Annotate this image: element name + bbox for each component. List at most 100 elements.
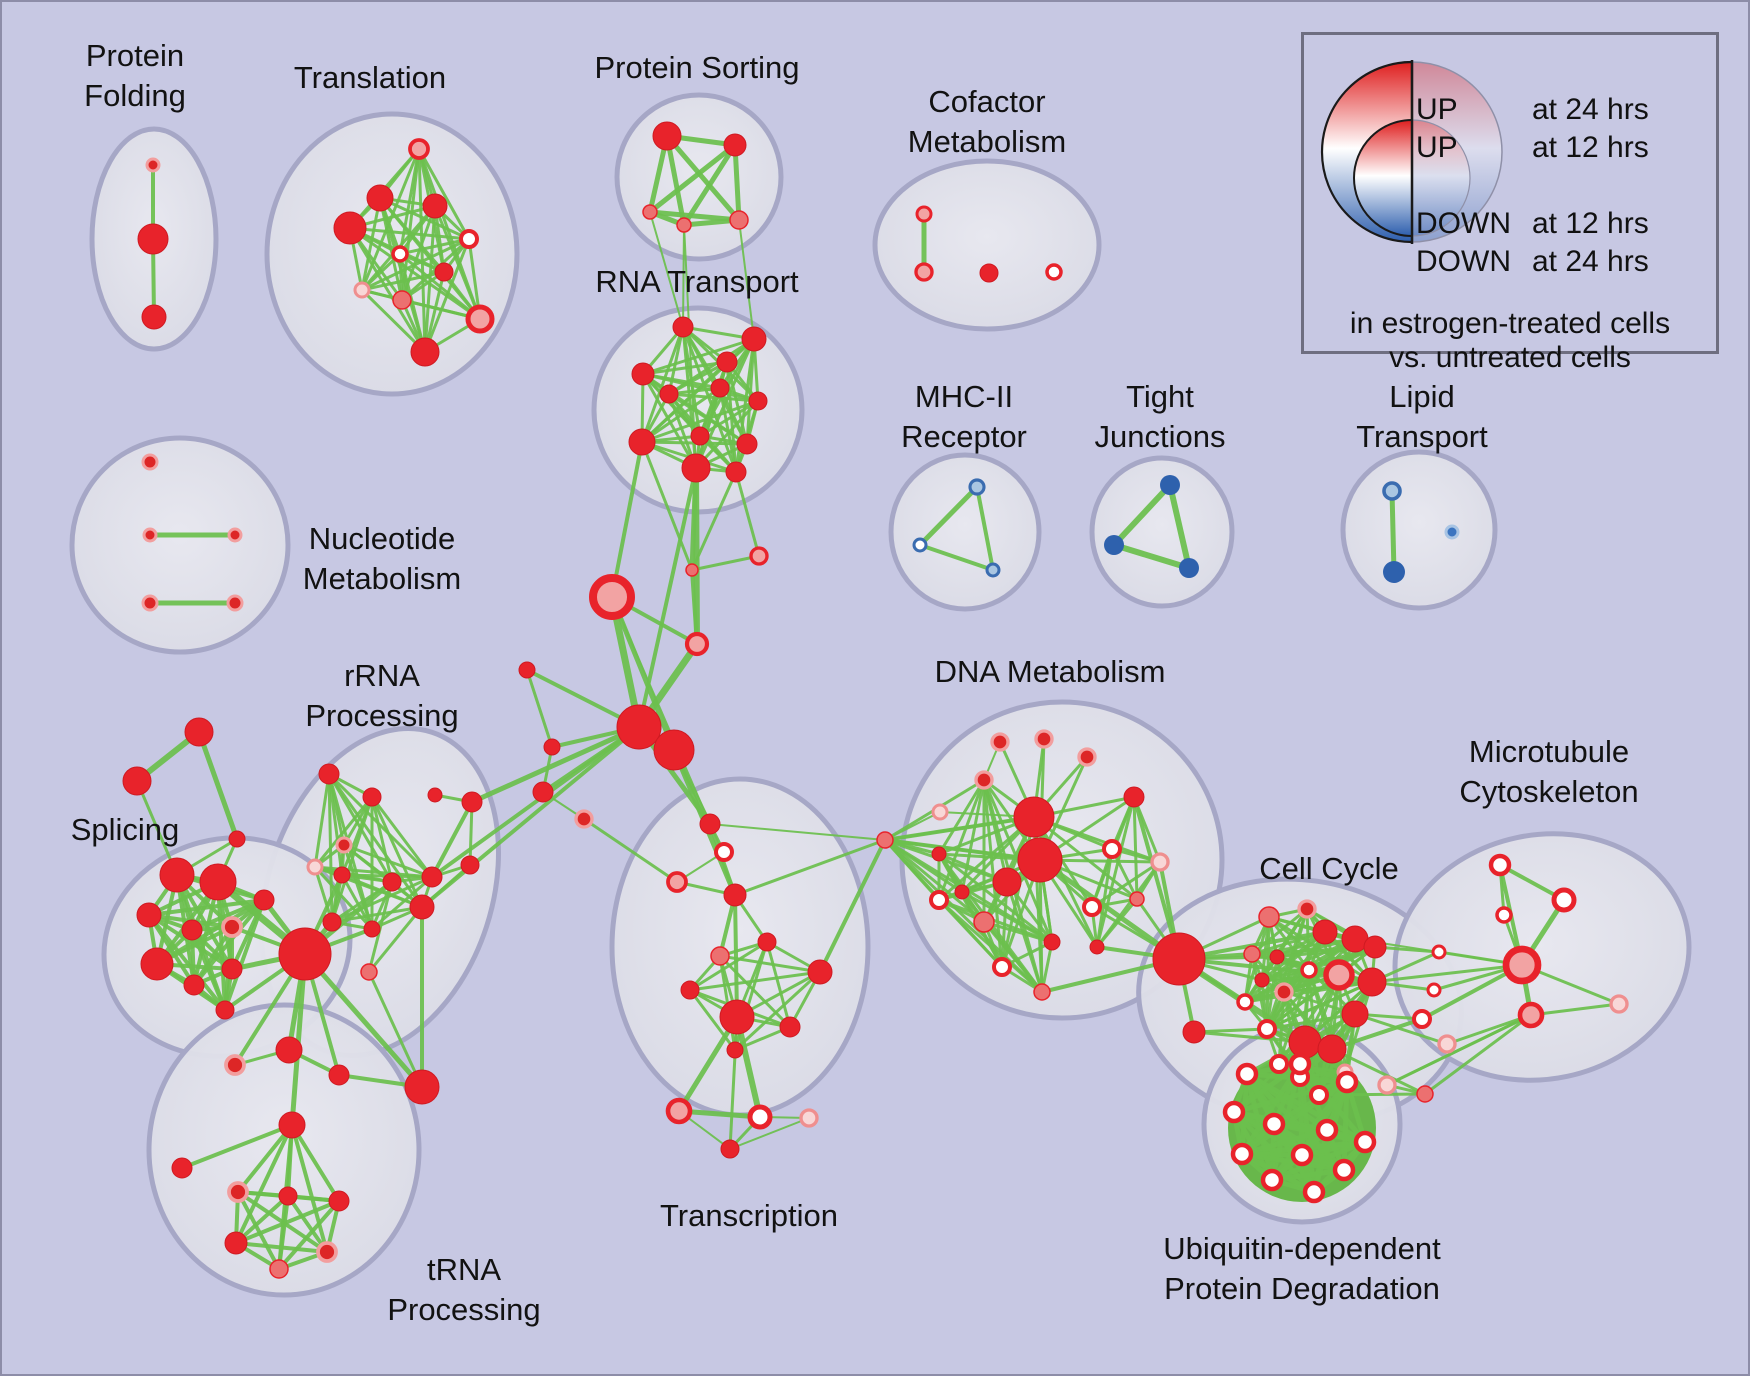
network-node[interactable]: [1341, 1000, 1369, 1028]
network-node[interactable]: [1129, 891, 1145, 907]
network-node[interactable]: [710, 378, 730, 398]
network-node[interactable]: [353, 281, 371, 299]
network-node[interactable]: [631, 362, 655, 386]
network-node[interactable]: [382, 872, 402, 892]
network-node[interactable]: [227, 1181, 249, 1203]
network-node[interactable]: [1033, 983, 1051, 1001]
network-node[interactable]: [363, 920, 381, 938]
network-node[interactable]: [666, 871, 688, 893]
network-node[interactable]: [992, 957, 1012, 977]
network-node[interactable]: [1317, 1034, 1347, 1064]
network-node[interactable]: [1323, 959, 1355, 991]
network-node[interactable]: [278, 927, 332, 981]
network-node[interactable]: [729, 210, 749, 230]
network-node[interactable]: [221, 916, 243, 938]
network-node[interactable]: [1257, 1019, 1277, 1039]
network-node[interactable]: [362, 787, 382, 807]
network-node[interactable]: [543, 738, 561, 756]
network-node[interactable]: [616, 704, 662, 750]
network-node[interactable]: [1123, 786, 1145, 808]
network-node[interactable]: [749, 546, 769, 566]
network-node[interactable]: [1332, 1158, 1356, 1182]
network-node[interactable]: [723, 133, 747, 157]
network-node[interactable]: [328, 1190, 350, 1212]
network-node[interactable]: [931, 803, 949, 821]
network-node[interactable]: [1089, 939, 1105, 955]
network-node[interactable]: [1160, 475, 1180, 495]
network-node[interactable]: [979, 263, 999, 283]
network-node[interactable]: [1426, 982, 1442, 998]
network-node[interactable]: [141, 594, 159, 612]
network-node[interactable]: [914, 262, 934, 282]
network-node[interactable]: [142, 527, 158, 543]
network-node[interactable]: [1300, 961, 1318, 979]
network-node[interactable]: [1082, 897, 1102, 917]
network-node[interactable]: [360, 963, 378, 981]
network-node[interactable]: [1357, 967, 1387, 997]
network-node[interactable]: [652, 121, 682, 151]
network-node[interactable]: [1236, 993, 1254, 1011]
network-node[interactable]: [699, 813, 721, 835]
network-node[interactable]: [1013, 796, 1055, 838]
network-node[interactable]: [136, 902, 162, 928]
network-node[interactable]: [1043, 933, 1061, 951]
network-node[interactable]: [628, 428, 656, 456]
network-node[interactable]: [275, 1036, 303, 1064]
network-node[interactable]: [929, 890, 949, 910]
network-node[interactable]: [1412, 1009, 1432, 1029]
network-node[interactable]: [253, 889, 275, 911]
network-node[interactable]: [434, 262, 454, 282]
network-node[interactable]: [1235, 1062, 1259, 1086]
network-node[interactable]: [1353, 1130, 1377, 1154]
network-node[interactable]: [747, 1104, 773, 1130]
network-node[interactable]: [685, 563, 699, 577]
network-node[interactable]: [1254, 972, 1270, 988]
network-node[interactable]: [226, 594, 244, 612]
network-node[interactable]: [1150, 852, 1170, 872]
network-node[interactable]: [676, 217, 692, 233]
network-node[interactable]: [421, 866, 443, 888]
network-node[interactable]: [465, 304, 495, 334]
network-node[interactable]: [954, 884, 970, 900]
network-node[interactable]: [876, 831, 894, 849]
network-node[interactable]: [716, 351, 738, 373]
network-node[interactable]: [1363, 935, 1387, 959]
network-node[interactable]: [1269, 949, 1285, 965]
network-node[interactable]: [684, 631, 710, 657]
network-node[interactable]: [1034, 729, 1054, 749]
network-node[interactable]: [392, 290, 412, 310]
network-node[interactable]: [137, 223, 169, 255]
network-node[interactable]: [719, 999, 755, 1035]
network-node[interactable]: [1312, 919, 1338, 945]
network-node[interactable]: [1437, 1034, 1457, 1054]
network-node[interactable]: [459, 229, 479, 249]
network-node[interactable]: [159, 857, 195, 893]
network-node[interactable]: [973, 911, 995, 933]
network-node[interactable]: [1258, 906, 1280, 928]
network-node[interactable]: [1045, 263, 1063, 281]
network-node[interactable]: [171, 1157, 193, 1179]
network-node[interactable]: [1290, 1143, 1314, 1167]
network-node[interactable]: [1182, 1020, 1206, 1044]
network-node[interactable]: [410, 337, 440, 367]
network-node[interactable]: [1495, 906, 1513, 924]
network-node[interactable]: [181, 919, 203, 941]
network-node[interactable]: [532, 781, 554, 803]
network-node[interactable]: [333, 211, 367, 245]
network-node[interactable]: [807, 959, 833, 985]
network-node[interactable]: [184, 717, 214, 747]
network-node[interactable]: [672, 316, 694, 338]
network-node[interactable]: [366, 184, 394, 212]
network-node[interactable]: [1309, 1085, 1329, 1105]
network-node[interactable]: [714, 842, 734, 862]
network-node[interactable]: [659, 384, 679, 404]
network-node[interactable]: [1152, 932, 1206, 986]
network-node[interactable]: [224, 1231, 248, 1255]
network-node[interactable]: [726, 1041, 744, 1059]
network-node[interactable]: [1230, 1142, 1254, 1166]
network-node[interactable]: [1383, 561, 1405, 583]
network-node[interactable]: [690, 426, 710, 446]
network-node[interactable]: [404, 1069, 440, 1105]
network-node[interactable]: [316, 1241, 338, 1263]
network-node[interactable]: [1179, 558, 1199, 578]
